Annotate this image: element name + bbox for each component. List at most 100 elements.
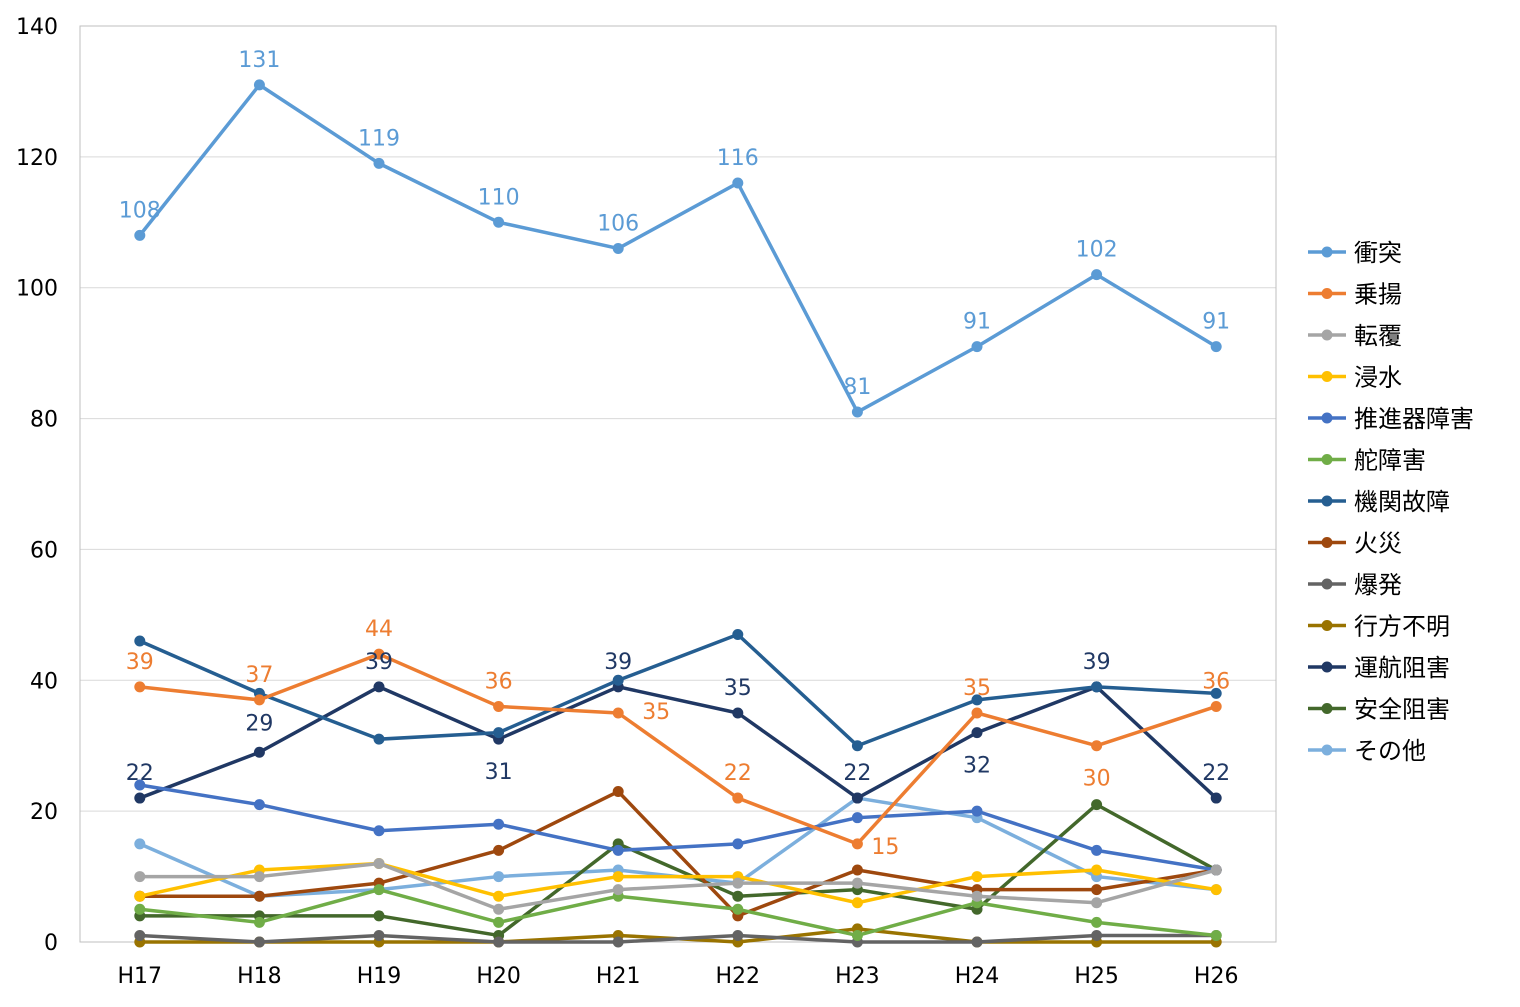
- data-point: [612, 707, 624, 719]
- data-point: [851, 897, 863, 909]
- series-1: [134, 648, 1222, 850]
- data-point: [732, 628, 744, 640]
- series-2: [134, 857, 1222, 915]
- data-label: 131: [238, 48, 280, 73]
- data-labels: 108 131 119 110 106 116 81 91 102 91 39 37 44 36 35 22 1…: [119, 48, 1230, 860]
- legend-marker: [1321, 454, 1333, 465]
- plot-frame: [79, 25, 1277, 943]
- data-label: 22: [1202, 761, 1230, 786]
- data-point: [373, 857, 385, 869]
- x-tick-label: H23: [835, 964, 880, 989]
- data-point: [1091, 916, 1103, 928]
- series-0: [134, 79, 1222, 418]
- legend-item: 乗揚: [1308, 281, 1402, 309]
- data-point: [732, 792, 744, 804]
- data-label: 36: [1202, 669, 1230, 694]
- data-label: 22: [126, 761, 154, 786]
- data-point: [253, 694, 265, 706]
- legend-item: 爆発: [1308, 571, 1402, 599]
- data-point: [851, 838, 863, 850]
- data-point: [971, 871, 983, 883]
- series-8: [134, 929, 1222, 948]
- data-point: [851, 864, 863, 876]
- data-point: [493, 818, 505, 830]
- y-tick-label: 100: [16, 277, 58, 302]
- data-label: 22: [843, 761, 871, 786]
- data-point: [971, 694, 983, 706]
- data-point: [373, 648, 385, 660]
- data-point: [851, 406, 863, 418]
- data-point: [253, 871, 265, 883]
- data-point: [493, 844, 505, 856]
- data-label: 15: [871, 835, 899, 860]
- data-point: [493, 727, 505, 739]
- data-point: [373, 157, 385, 169]
- legend-marker: [1321, 288, 1333, 299]
- data-label: 110: [478, 185, 520, 210]
- data-label: 119: [358, 126, 400, 151]
- legend-marker: [1321, 578, 1333, 590]
- legend-label: 機関故障: [1354, 488, 1450, 516]
- series-line: [138, 83, 1218, 414]
- data-point: [971, 341, 983, 353]
- y-tick-label: 20: [30, 800, 58, 825]
- legend-marker: [1321, 537, 1333, 548]
- data-point: [134, 890, 146, 902]
- data-label: 22: [724, 761, 752, 786]
- data-point: [612, 786, 624, 798]
- data-label: 39: [604, 650, 632, 675]
- data-point: [1091, 681, 1103, 693]
- data-point: [732, 877, 744, 889]
- data-point: [732, 903, 744, 915]
- series-6: [134, 628, 1222, 752]
- y-tick-label: 60: [30, 538, 58, 563]
- series-5: [134, 884, 1222, 941]
- series-line: [139, 632, 1217, 748]
- data-point: [253, 936, 265, 948]
- data-point: [1210, 864, 1222, 876]
- legend-item: 浸水: [1308, 364, 1402, 392]
- legend-label: 乗揚: [1354, 281, 1402, 309]
- data-point: [373, 681, 385, 693]
- data-point: [1091, 844, 1103, 856]
- data-point: [732, 707, 744, 719]
- series-line: [139, 802, 1218, 938]
- legend-item: 転覆: [1308, 322, 1402, 350]
- legend-item: 運航阻害: [1308, 654, 1450, 682]
- x-tick-label: H25: [1074, 964, 1119, 989]
- data-point: [253, 746, 265, 758]
- legend-label: 行方不明: [1354, 613, 1450, 641]
- data-point: [1210, 341, 1222, 353]
- y-tick-label: 140: [16, 15, 58, 40]
- data-label: 35: [724, 676, 752, 701]
- data-label: 44: [365, 617, 393, 642]
- x-tick-label: H21: [596, 964, 641, 989]
- series-line: [139, 933, 1217, 944]
- data-point: [732, 177, 744, 189]
- data-point: [373, 825, 385, 837]
- data-point: [493, 700, 505, 712]
- legend-label: その他: [1354, 737, 1426, 765]
- data-point: [612, 844, 624, 856]
- legend-label: 爆発: [1354, 571, 1402, 599]
- data-point: [1210, 929, 1222, 941]
- data-point: [1091, 929, 1103, 941]
- legend-item: 安全阻害: [1308, 696, 1450, 724]
- data-point: [373, 733, 385, 745]
- series-4: [134, 779, 1222, 876]
- x-tick-label: H24: [955, 964, 1000, 989]
- data-point: [612, 674, 624, 686]
- data-point: [134, 681, 146, 693]
- data-point: [1210, 700, 1222, 712]
- data-point: [732, 838, 744, 850]
- data-point: [732, 929, 744, 941]
- data-label: 39: [365, 650, 393, 675]
- legend-label: 推進器障害: [1354, 405, 1474, 433]
- data-point: [253, 916, 265, 928]
- data-label: 39: [1083, 650, 1111, 675]
- series-group: [134, 79, 1222, 948]
- legend-marker: [1321, 412, 1333, 424]
- series-line: [139, 789, 1217, 918]
